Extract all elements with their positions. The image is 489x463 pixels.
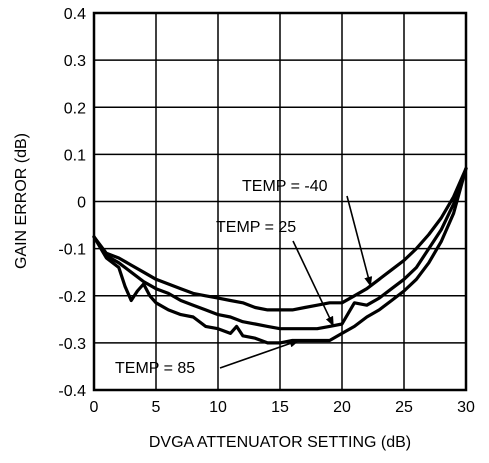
annotation-arrow bbox=[219, 339, 300, 369]
series-lines bbox=[92, 166, 468, 345]
y-tick-label: -0.4 bbox=[58, 383, 86, 400]
annotation-arrow bbox=[346, 195, 373, 287]
annotation-label: TEMP = -40 bbox=[242, 178, 328, 195]
series-line bbox=[92, 166, 468, 312]
x-tick-label: 30 bbox=[457, 399, 475, 416]
y-tick-label: -0.1 bbox=[58, 242, 86, 259]
y-tick-label: 0.2 bbox=[64, 100, 86, 117]
x-tick-label: 0 bbox=[90, 399, 99, 416]
x-axis-label: DVGA ATTENUATOR SETTING (dB) bbox=[149, 434, 411, 451]
series-line bbox=[92, 166, 468, 345]
x-tick-label: 5 bbox=[152, 399, 161, 416]
tick-labels: 0 5 10 15 20 25 30 0.4 0.3 0.2 0.1 0 -0.1 -0.2 -0.3 -0.… bbox=[58, 6, 475, 416]
x-tick-label: 20 bbox=[333, 399, 351, 416]
y-tick-label: 0.1 bbox=[64, 147, 86, 164]
annotation-arrow bbox=[292, 240, 335, 327]
grid bbox=[94, 13, 466, 390]
plot-frame bbox=[92, 11, 468, 392]
annotations: TEMP = -40 TEMP = 25 TEMP = 85 bbox=[115, 178, 373, 377]
y-tick-label: 0.3 bbox=[64, 53, 86, 70]
annotation-label: TEMP = 25 bbox=[216, 219, 296, 236]
y-tick-label: -0.2 bbox=[58, 289, 86, 306]
y-tick-label: 0 bbox=[77, 195, 86, 212]
y-axis-label: GAIN ERROR (dB) bbox=[13, 133, 30, 269]
y-tick-label: 0.4 bbox=[64, 6, 86, 23]
y-tick-label: -0.3 bbox=[58, 336, 86, 353]
annotation-label: TEMP = 85 bbox=[115, 360, 195, 377]
x-tick-label: 10 bbox=[209, 399, 227, 416]
x-tick-label: 25 bbox=[395, 399, 413, 416]
series-line bbox=[92, 166, 468, 331]
x-tick-label: 15 bbox=[271, 399, 289, 416]
